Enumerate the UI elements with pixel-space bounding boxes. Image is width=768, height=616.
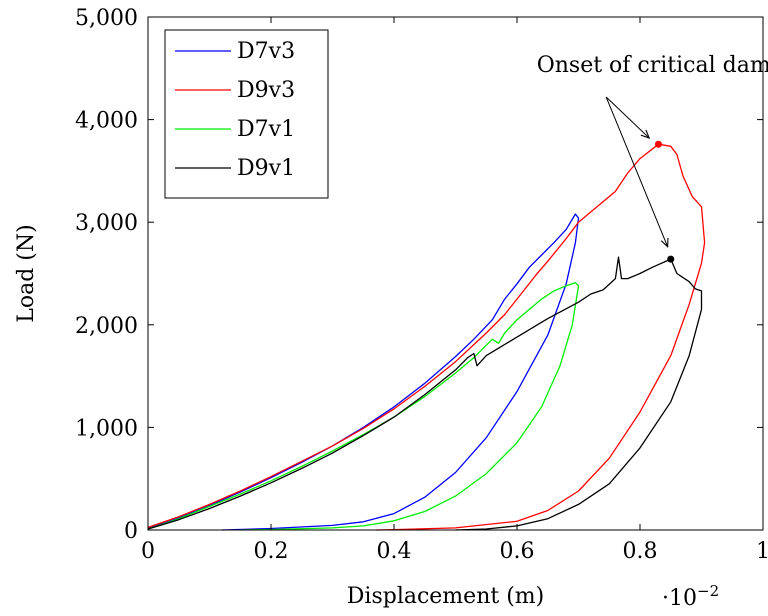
- x-scale-exponent: −2: [697, 582, 719, 600]
- x-tick-label: 0.2: [254, 539, 289, 564]
- x-axis: 0 0.2 0.4 0.6 0.8 1: [141, 17, 768, 564]
- x-scale-base: ·10: [662, 586, 697, 611]
- legend-label-d9v1: D9v1: [237, 156, 295, 181]
- critical-point-d9v1: [667, 255, 675, 263]
- x-tick-label: 0.8: [623, 539, 658, 564]
- legend: D7v3 D9v3 D7v1 D9v1: [164, 29, 329, 199]
- series-line-d9v1: [147, 256, 703, 531]
- series-line-d9v3: [147, 143, 706, 531]
- x-tick-label: 0.6: [500, 539, 535, 564]
- y-tick-label: 4,000: [75, 109, 138, 134]
- y-tick-label: 0: [124, 519, 138, 544]
- annotation-text: Onset of critical damage: [537, 53, 768, 78]
- y-axis-label: Load (N): [14, 224, 39, 322]
- legend-label-d7v3: D7v3: [237, 39, 295, 64]
- y-tick-label: 5,000: [75, 6, 138, 31]
- series-layer: [147, 143, 706, 531]
- critical-point-layer: [654, 140, 675, 263]
- y-axis: 0 1,000 2,000 3,000 4,000 5,000: [75, 6, 763, 544]
- annotation-arrow-2: [605, 96, 668, 247]
- critical-point-d9v3: [654, 140, 662, 148]
- x-tick-label: 0.4: [377, 539, 412, 564]
- x-tick-label: 0: [141, 539, 155, 564]
- x-axis-label: Displacement (m): [347, 584, 544, 609]
- series-line-d7v1: [147, 282, 580, 531]
- x-axis-scale-multiplier: ·10−2: [662, 582, 719, 611]
- y-tick-label: 1,000: [75, 416, 138, 441]
- legend-label-d7v1: D7v1: [237, 117, 295, 142]
- annotation: Onset of critical damage: [537, 53, 768, 247]
- plot-frame: [147, 16, 764, 531]
- legend-label-d9v3: D9v3: [237, 78, 295, 103]
- annotation-arrow-1: [605, 96, 649, 138]
- y-tick-label: 3,000: [75, 211, 138, 236]
- legend-box: [164, 29, 329, 199]
- series-line-d7v3: [147, 213, 580, 531]
- x-tick-label: 1: [756, 539, 768, 564]
- y-tick-label: 2,000: [75, 314, 138, 339]
